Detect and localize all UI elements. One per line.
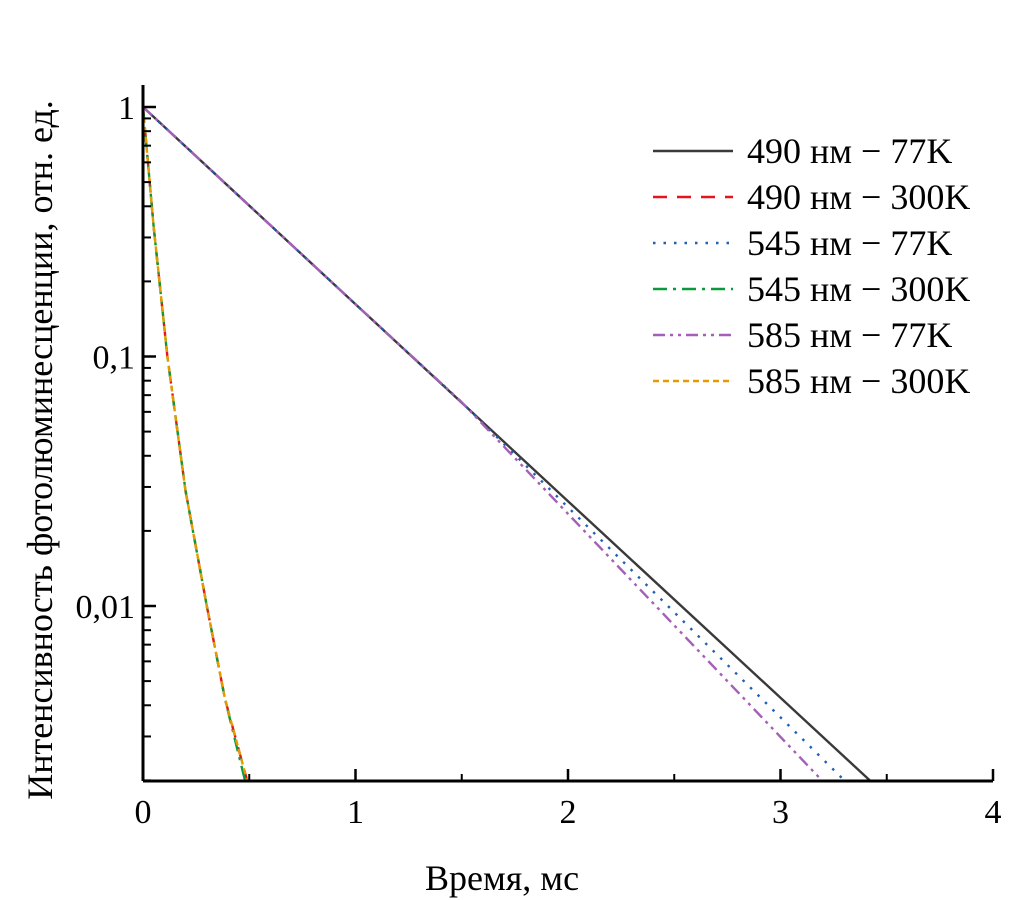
series-line-3	[141, 106, 247, 781]
y-tick-label: 1	[118, 90, 135, 127]
x-tick-label: 3	[772, 794, 789, 831]
x-tick-label: 2	[560, 794, 577, 831]
legend-item: 490 нм − 77K	[653, 131, 952, 171]
legend-label: 490 нм − 77K	[747, 131, 952, 171]
legend-item: 585 нм − 300K	[653, 361, 970, 401]
series-line-1	[141, 106, 249, 781]
legend-label: 545 нм − 77K	[747, 223, 952, 263]
legend-label: 545 нм − 300K	[747, 269, 970, 309]
y-axis-title: Интенсивность фотолюминесценции, отн. ед…	[20, 100, 60, 800]
legend-item: 545 нм − 77K	[653, 223, 952, 263]
series-line-5	[141, 106, 249, 781]
series-layer	[141, 106, 871, 782]
x-tick-label: 0	[135, 794, 152, 831]
x-tick-label: 1	[347, 794, 364, 831]
legend-label: 585 нм − 77K	[747, 315, 952, 355]
y-tick-label: 0,1	[93, 340, 136, 377]
legend: 490 нм − 77K 490 нм − 300K 545 нм − 77K 545…	[653, 131, 970, 401]
legend-item: 545 нм − 300K	[653, 269, 970, 309]
series-line-4	[142, 106, 823, 782]
legend-label: 490 нм − 300K	[747, 177, 970, 217]
legend-item: 490 нм − 300K	[653, 177, 970, 217]
axes: 0 1 2 3 4 1 0,1 0,01	[76, 85, 1002, 831]
y-tick-label: 0,01	[76, 589, 136, 626]
legend-label: 585 нм − 300K	[747, 361, 970, 401]
legend-item: 585 нм − 77K	[653, 315, 952, 355]
x-axis-title: Время, мс	[425, 858, 579, 898]
series-line-2	[142, 106, 846, 782]
x-tick-label: 4	[985, 794, 1002, 831]
